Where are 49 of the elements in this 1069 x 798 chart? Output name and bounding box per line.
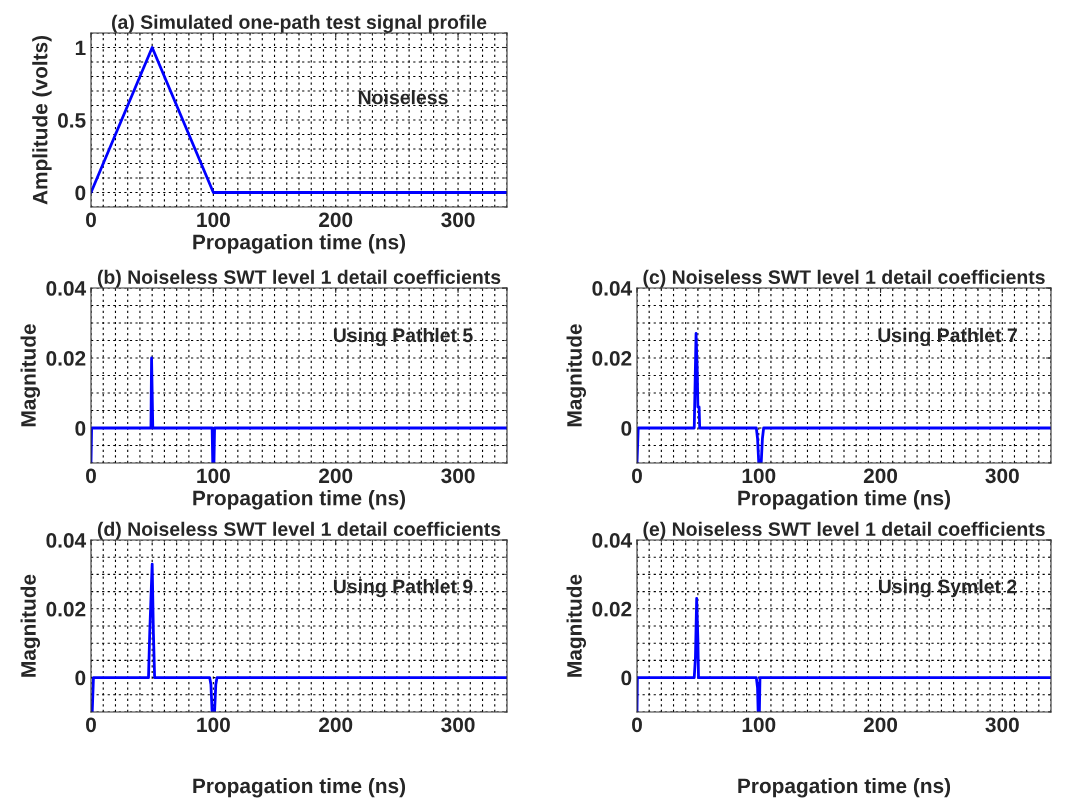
x-tick-label: 300 bbox=[985, 468, 1019, 484]
chart-title: (b) Noiseless SWT level 1 detail coefficients bbox=[97, 269, 501, 288]
y-tick-label: 0 bbox=[621, 670, 632, 686]
annotation: Using Symlet 2 bbox=[878, 579, 1017, 598]
chart-title: (a) Simulated one-path test signal profile bbox=[112, 14, 487, 33]
x-axis-title: Propagation time (ns) bbox=[738, 490, 951, 510]
y-axis-title: Amplitude (volts) bbox=[32, 35, 52, 205]
x-tick-label: 300 bbox=[441, 717, 475, 733]
y-tick-label: 0.5 bbox=[58, 113, 86, 128]
y-tick-label: 0 bbox=[621, 421, 632, 436]
x-axis-title: Propagation time (ns) bbox=[738, 777, 951, 798]
x-tick-label: 300 bbox=[441, 212, 475, 228]
x-tick-label: 200 bbox=[319, 212, 353, 228]
y-tick-label: 1 bbox=[75, 40, 86, 56]
annotation: Using Pathlet 7 bbox=[878, 327, 1017, 347]
x-axis-title: Propagation time (ns) bbox=[193, 234, 406, 254]
y-tick-label: 0.04 bbox=[592, 533, 633, 548]
y-tick-label: 0.04 bbox=[46, 533, 87, 548]
y-tick-label: 0 bbox=[75, 670, 86, 686]
x-tick-label: 100 bbox=[197, 468, 230, 484]
x-axis-title: Propagation time (ns) bbox=[193, 490, 406, 510]
x-axis-title: Propagation time (ns) bbox=[193, 777, 406, 798]
y-tick-label: 0.02 bbox=[46, 351, 86, 366]
chart-title: (c) Noiseless SWT level 1 detail coefficients bbox=[643, 269, 1045, 288]
y-tick-label: 0 bbox=[75, 185, 86, 201]
chart-title: (e) Noiseless SWT level 1 detail coefficients bbox=[643, 521, 1045, 540]
x-tick-label: 300 bbox=[441, 468, 475, 484]
y-tick-label: 0.02 bbox=[46, 601, 86, 617]
y-axis-title: Magnitude bbox=[20, 574, 41, 677]
x-tick-label: 300 bbox=[985, 717, 1019, 733]
annotation: Using Pathlet 9 bbox=[333, 579, 473, 598]
x-tick-label: 200 bbox=[319, 468, 353, 484]
x-tick-label: 100 bbox=[197, 212, 230, 228]
y-tick-label: 0.02 bbox=[592, 601, 632, 617]
x-tick-label: 100 bbox=[197, 717, 230, 733]
y-axis-title: Magnitude bbox=[20, 324, 41, 427]
chart-title: (d) Noiseless SWT level 1 detail coefficients bbox=[97, 521, 501, 540]
x-tick-label: 100 bbox=[742, 717, 776, 733]
x-tick-label: 200 bbox=[863, 468, 898, 484]
y-tick-label: 0.04 bbox=[46, 281, 87, 296]
annotation: Noiseless bbox=[358, 90, 448, 105]
x-tick-label: 200 bbox=[319, 717, 353, 733]
y-tick-label: 0.04 bbox=[592, 281, 633, 296]
x-tick-label: 200 bbox=[863, 717, 898, 733]
y-axis-title: Magnitude bbox=[566, 324, 587, 427]
y-axis-title: Magnitude bbox=[566, 574, 587, 677]
x-tick-label: 100 bbox=[742, 468, 776, 484]
y-tick-label: 0.02 bbox=[592, 351, 632, 366]
y-tick-label: 0 bbox=[75, 421, 86, 436]
